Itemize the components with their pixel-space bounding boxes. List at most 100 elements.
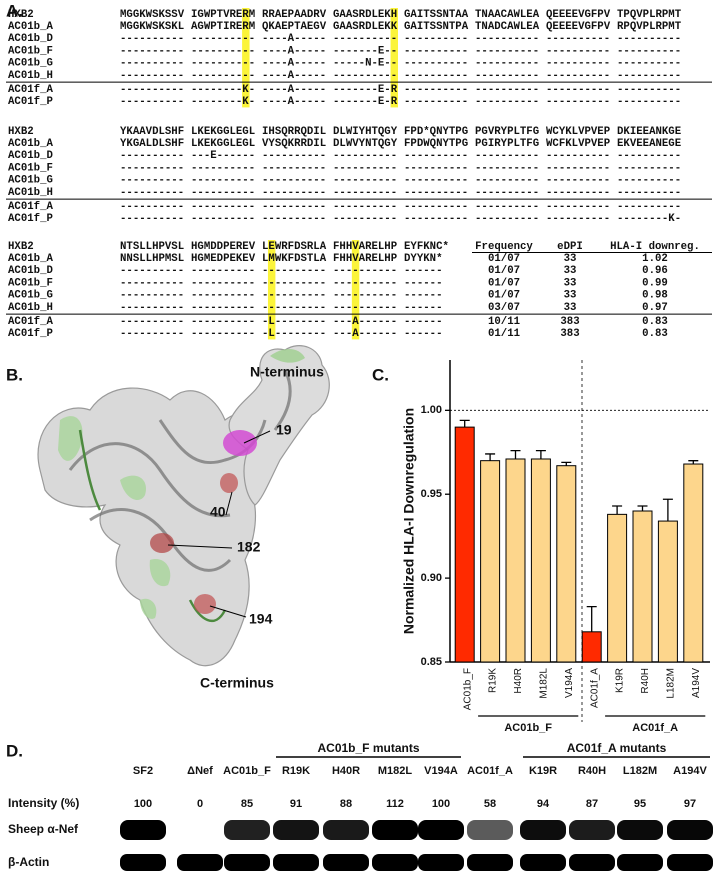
bar — [632, 510, 653, 663]
sequence-name: AC01b_A — [8, 253, 53, 265]
sequence-group: FPD*QNYTPG — [404, 126, 468, 138]
sequence-name: AC01b_G — [8, 175, 53, 187]
sequence-group: ---------- — [546, 96, 610, 108]
sequence-group: NNSLLHPMSL — [120, 253, 184, 265]
x-tick-label: H40R — [513, 668, 524, 694]
table-cell: 33 — [564, 265, 577, 277]
error-bar — [662, 498, 673, 522]
actin-band — [617, 854, 663, 871]
sequence-group: ---------- — [191, 70, 255, 82]
sequence-name: AC01f_A — [8, 84, 53, 96]
x-tick-label: K19R — [615, 668, 626, 693]
sequence-group: ---------- — [191, 290, 255, 302]
pointer — [225, 491, 233, 516]
residue-194 — [194, 594, 216, 614]
sequence-group: -------E-R — [333, 84, 398, 96]
sequence-name: AC01b_D — [8, 150, 53, 162]
sequence-group: DYYKN* — [404, 253, 442, 265]
patch — [140, 598, 157, 619]
intensity: 100 — [134, 798, 152, 810]
y-tick-label: 0.95 — [421, 488, 442, 500]
sequence-group: QEEEEVGFPV — [546, 9, 611, 21]
table-cell: 01/07 — [488, 265, 520, 277]
pointer — [243, 430, 271, 444]
sequence-name: AC01b_F — [8, 45, 53, 57]
sequence-name: HXB2 — [8, 9, 34, 21]
sequence-group: ---------- — [262, 162, 326, 174]
lane-label: ΔNef — [187, 765, 213, 777]
bar — [480, 460, 501, 663]
sequence-name: AC01b_F — [8, 277, 53, 289]
sequence-group: ---------- — [191, 302, 255, 314]
sequence-group: ---------- — [546, 84, 610, 96]
nef-band — [569, 820, 615, 840]
group-label: AC01f_A — [632, 722, 678, 734]
sequence-group: ---------- — [475, 150, 539, 162]
nef-band — [667, 820, 713, 840]
sequence-group: ---------- — [120, 45, 184, 57]
panel-label: D. — [6, 741, 23, 760]
row-label: Sheep α-Nef — [8, 822, 79, 836]
table-cell: 10/11 — [488, 316, 520, 328]
sequence-group: ---A------ — [333, 328, 397, 340]
intensity: 97 — [684, 798, 696, 810]
sequence-group: ---------- — [617, 162, 681, 174]
sequence-group: ---------- — [120, 96, 184, 108]
sequence-group: -L-------- — [262, 316, 326, 328]
nef-band — [273, 820, 319, 840]
sequence-group: WCFKLVPVEP — [546, 138, 610, 150]
nef-band — [617, 820, 663, 840]
sequence-group: ---------- — [475, 96, 539, 108]
sequence-group: ---------- — [120, 265, 184, 277]
sequence-group: LKEKGGLEGL — [191, 138, 255, 150]
panel-label: B. — [6, 365, 23, 384]
table-cell: 01/11 — [488, 328, 520, 340]
error-bar — [459, 419, 470, 428]
intensity: 58 — [484, 798, 496, 810]
sequence-name: AC01f_P — [8, 328, 53, 340]
sequence-group: TNAACAWLEA — [475, 9, 540, 21]
sequence-group: ---------- — [191, 201, 255, 213]
sequence-group: DLWIYHTQGY — [333, 126, 398, 138]
lane-label: AC01f_A — [467, 765, 513, 777]
sequence-group: TNADCAWLEA — [475, 21, 540, 33]
bar — [607, 513, 628, 663]
group-header: AC01b_F mutants — [317, 741, 419, 755]
sequence-group: ---------- — [475, 201, 539, 213]
sequence-group: TPQVPLRPMT — [617, 9, 682, 21]
sequence-group: ---------- — [191, 328, 255, 340]
actin-band — [273, 854, 319, 871]
sequence-group: ---------- — [120, 175, 184, 187]
sequence-group: RRAEPAADRV — [262, 9, 327, 21]
x-tick-label: R19K — [488, 668, 499, 693]
sequence-group: ---------- — [617, 70, 681, 82]
intensity: 100 — [432, 798, 450, 810]
sequence-group: ---------- — [333, 187, 397, 199]
sequence-group: ---------- — [262, 213, 326, 225]
sequence-group: LEWRFDSRLA — [262, 241, 327, 253]
sequence-group: ---------- — [120, 201, 184, 213]
x-tick-label: L182M — [666, 668, 677, 699]
sequence-group: ---------- — [404, 84, 468, 96]
sequence-group: -------E-R — [333, 96, 398, 108]
sequence-group: ---------- — [191, 162, 255, 174]
nef-band — [520, 820, 566, 840]
sequence-name: AC01b_H — [8, 70, 53, 82]
sequence-group: --------K- — [617, 213, 681, 225]
sequence-name: HXB2 — [8, 126, 34, 138]
sequence-group: GAITSSNTPA — [404, 21, 469, 33]
table-cell: 383 — [560, 316, 579, 328]
nef-band — [418, 820, 464, 840]
bar — [683, 463, 704, 663]
y-tick-label: 0.90 — [421, 572, 442, 584]
sequence-group: RPQVPLRPMT — [617, 21, 682, 33]
lane-label: L182M — [623, 765, 657, 777]
sequence-group: ---------- — [546, 45, 610, 57]
sequence-group: YKAAVDLSHF — [120, 126, 184, 138]
sequence-group: ---------- — [546, 58, 610, 70]
structure-label: 40 — [210, 504, 226, 520]
patch — [270, 349, 305, 363]
sequence-group: ---------- — [546, 70, 610, 82]
sequence-group: GAITSSNTAA — [404, 9, 469, 21]
sequence-group: ---------- — [404, 96, 468, 108]
